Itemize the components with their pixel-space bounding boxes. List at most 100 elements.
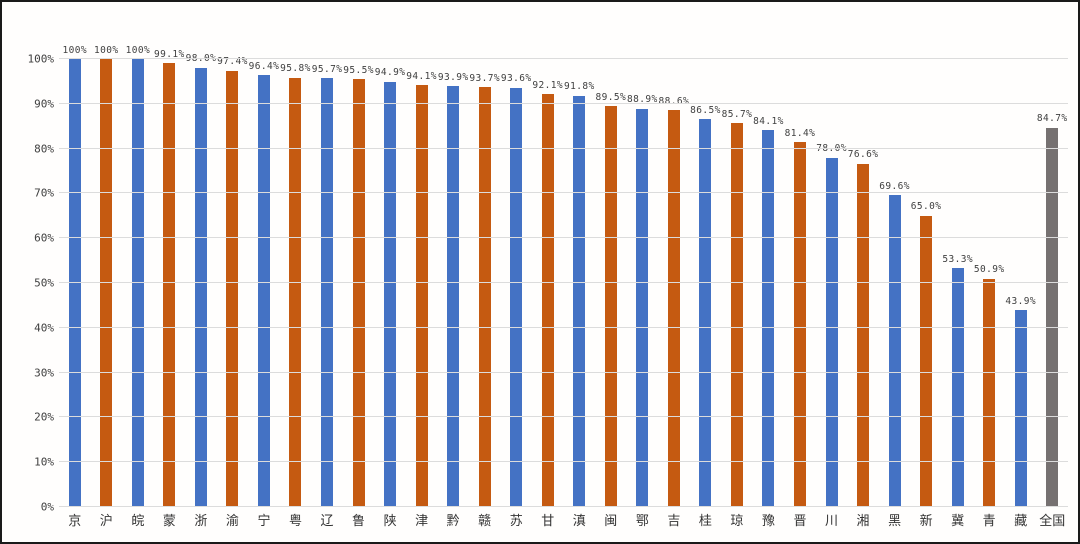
bar-slot: 84.1% 豫	[753, 59, 785, 528]
bars-container: 100%京100%沪100%皖99.1%蒙98.0%浙97.4%渝96.4%宁9…	[59, 45, 1068, 528]
bar-slot: 94.1% 津	[406, 59, 438, 528]
bar-slot: 69.6% 黑	[879, 59, 911, 528]
y-tick-label: 30%	[34, 366, 54, 380]
y-tick-label: 80%	[34, 142, 54, 156]
bar-slot: 43.9% 藏	[1005, 59, 1037, 528]
bar-苏	[510, 87, 523, 507]
gridline-70%	[59, 192, 1068, 194]
bar-全国	[1046, 127, 1059, 507]
x-tick-label-藏: 藏	[1014, 514, 1028, 529]
bar-沪	[100, 59, 113, 507]
bar-湘	[857, 163, 870, 507]
bar-slot: 65.0% 新	[910, 59, 942, 528]
x-tick-label-闽: 闽	[604, 514, 618, 529]
bar-slot: 100% 京	[59, 45, 91, 528]
bar-slot: 89.5% 闽	[595, 59, 627, 528]
x-tick-label-渝: 渝	[225, 514, 239, 529]
bar-冀	[951, 268, 964, 507]
value-label-鲁: 95.5%	[343, 64, 374, 76]
bar-闽	[604, 106, 617, 507]
bar-slot: 78.0% 川	[816, 59, 848, 528]
value-label-沪: 100%	[94, 44, 119, 56]
x-tick-label-苏: 苏	[509, 514, 523, 529]
value-label-豫: 84.1%	[753, 115, 784, 127]
value-label-桂: 86.5%	[690, 104, 721, 116]
y-tick-label: 10%	[34, 455, 54, 469]
x-tick-label-粤: 粤	[288, 514, 302, 529]
x-tick-label-皖: 皖	[131, 514, 145, 529]
x-tick-label-滇: 滇	[572, 514, 586, 529]
y-tick-label: 20%	[34, 410, 54, 424]
bar-宁	[257, 75, 270, 507]
value-label-京: 100%	[62, 44, 88, 56]
bar-津	[415, 85, 428, 507]
value-label-吉: 88.6%	[658, 95, 690, 107]
x-tick-label-黔: 黔	[446, 514, 460, 529]
bar-slot: 91.8% 滇	[564, 59, 596, 528]
y-tick-label: 0%	[40, 500, 54, 514]
bar-slot: 97.4% 渝	[217, 56, 249, 528]
bar-琼	[730, 123, 743, 507]
gridline-90%	[59, 102, 1068, 104]
gridline-20%	[59, 416, 1068, 418]
value-label-蒙: 99.1%	[154, 48, 185, 60]
x-tick-label-沪: 沪	[99, 514, 113, 529]
x-tick-label-宁: 宁	[257, 514, 271, 529]
bar-藏	[1014, 310, 1027, 507]
bar-黑	[888, 195, 901, 507]
bar-青	[983, 278, 996, 507]
y-tick-label: 100%	[27, 52, 55, 66]
bar-川	[825, 157, 838, 507]
x-tick-label-陕: 陕	[383, 514, 397, 529]
y-tick-label: 90%	[34, 97, 54, 111]
bar-slot: 95.7% 辽	[311, 59, 343, 528]
gridline-50%	[59, 282, 1068, 283]
value-label-闽: 89.5%	[595, 91, 627, 103]
bar-slot: 93.6% 苏	[500, 59, 532, 528]
y-tick-label: 40%	[34, 321, 54, 335]
bar-鲁	[352, 79, 365, 507]
bar-slot: 81.4% 晋	[784, 59, 816, 528]
x-tick-label-川: 川	[825, 514, 839, 529]
bar-甘	[541, 94, 554, 507]
bar-黔	[447, 86, 460, 507]
x-tick-label-辽: 辽	[320, 514, 334, 529]
value-label-渝: 97.4%	[217, 56, 248, 68]
x-tick-label-蒙: 蒙	[162, 514, 176, 529]
value-label-冀: 53.3%	[942, 253, 973, 265]
bar-辽	[321, 78, 334, 507]
bar-slot: 86.5% 桂	[690, 59, 722, 528]
x-tick-label-青: 青	[982, 514, 996, 529]
value-label-鄂: 88.9%	[627, 94, 658, 106]
x-tick-label-新: 新	[919, 514, 933, 529]
value-label-粤: 95.8%	[280, 63, 311, 75]
bar-slot: 99.1% 蒙	[154, 50, 186, 528]
x-tick-label-京: 京	[68, 514, 82, 529]
x-tick-label-吉: 吉	[667, 514, 681, 529]
value-label-宁: 96.4%	[248, 60, 280, 72]
value-label-津: 94.1%	[406, 70, 437, 82]
gridline-80%	[59, 147, 1068, 149]
bar-slot: 93.7% 赣	[469, 59, 501, 528]
bar-slot: 84.7% 全国	[1036, 59, 1068, 528]
value-label-赣: 93.7%	[469, 72, 500, 84]
bar-新	[920, 215, 933, 507]
value-label-黔: 93.9%	[437, 71, 469, 83]
bar-陕	[384, 81, 397, 507]
bar-slot: 95.5% 鲁	[343, 59, 375, 528]
bar-slot: 85.7% 琼	[721, 59, 753, 528]
bar-slot: 98.0% 浙	[185, 54, 217, 528]
value-label-藏: 43.9%	[1005, 295, 1037, 307]
value-label-陕: 94.9%	[374, 67, 406, 79]
value-label-甘: 92.1%	[532, 79, 564, 91]
value-label-青: 50.9%	[973, 264, 1005, 276]
bar-slot: 100% 皖	[122, 45, 154, 528]
bar-豫	[762, 130, 775, 507]
y-axis: 0% 10% 20% 30% 40% 50% 60% 70% 80% 90% 100%	[8, 54, 55, 513]
x-tick-label-琼: 琼	[730, 514, 744, 529]
bar-粤	[289, 77, 302, 507]
x-tick-label-甘: 甘	[541, 514, 555, 529]
value-label-辽: 95.7%	[311, 63, 343, 75]
value-label-浙: 98.0%	[186, 54, 217, 64]
